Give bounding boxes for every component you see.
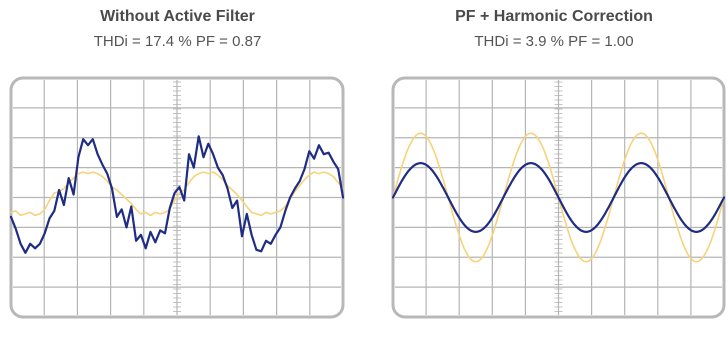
current-waveform [391,162,726,233]
right-oscilloscope-screen [391,76,726,319]
right-title: PF + Harmonic Correction [455,8,653,25]
left-panel: Without Active Filter THDi = 17.4 % PF =… [0,0,355,339]
right-panel: PF + Harmonic Correction THDi = 3.9 % PF… [380,0,728,339]
left-oscilloscope-screen [9,76,345,319]
right-subtitle: THDi = 3.9 % PF = 1.00 [474,33,634,50]
left-subtitle: THDi = 17.4 % PF = 0.87 [93,33,262,50]
right-scope-grid [395,80,722,315]
left-title: Without Active Filter [100,8,255,25]
left-scope-grid [13,80,341,315]
current-waveform [9,135,345,254]
